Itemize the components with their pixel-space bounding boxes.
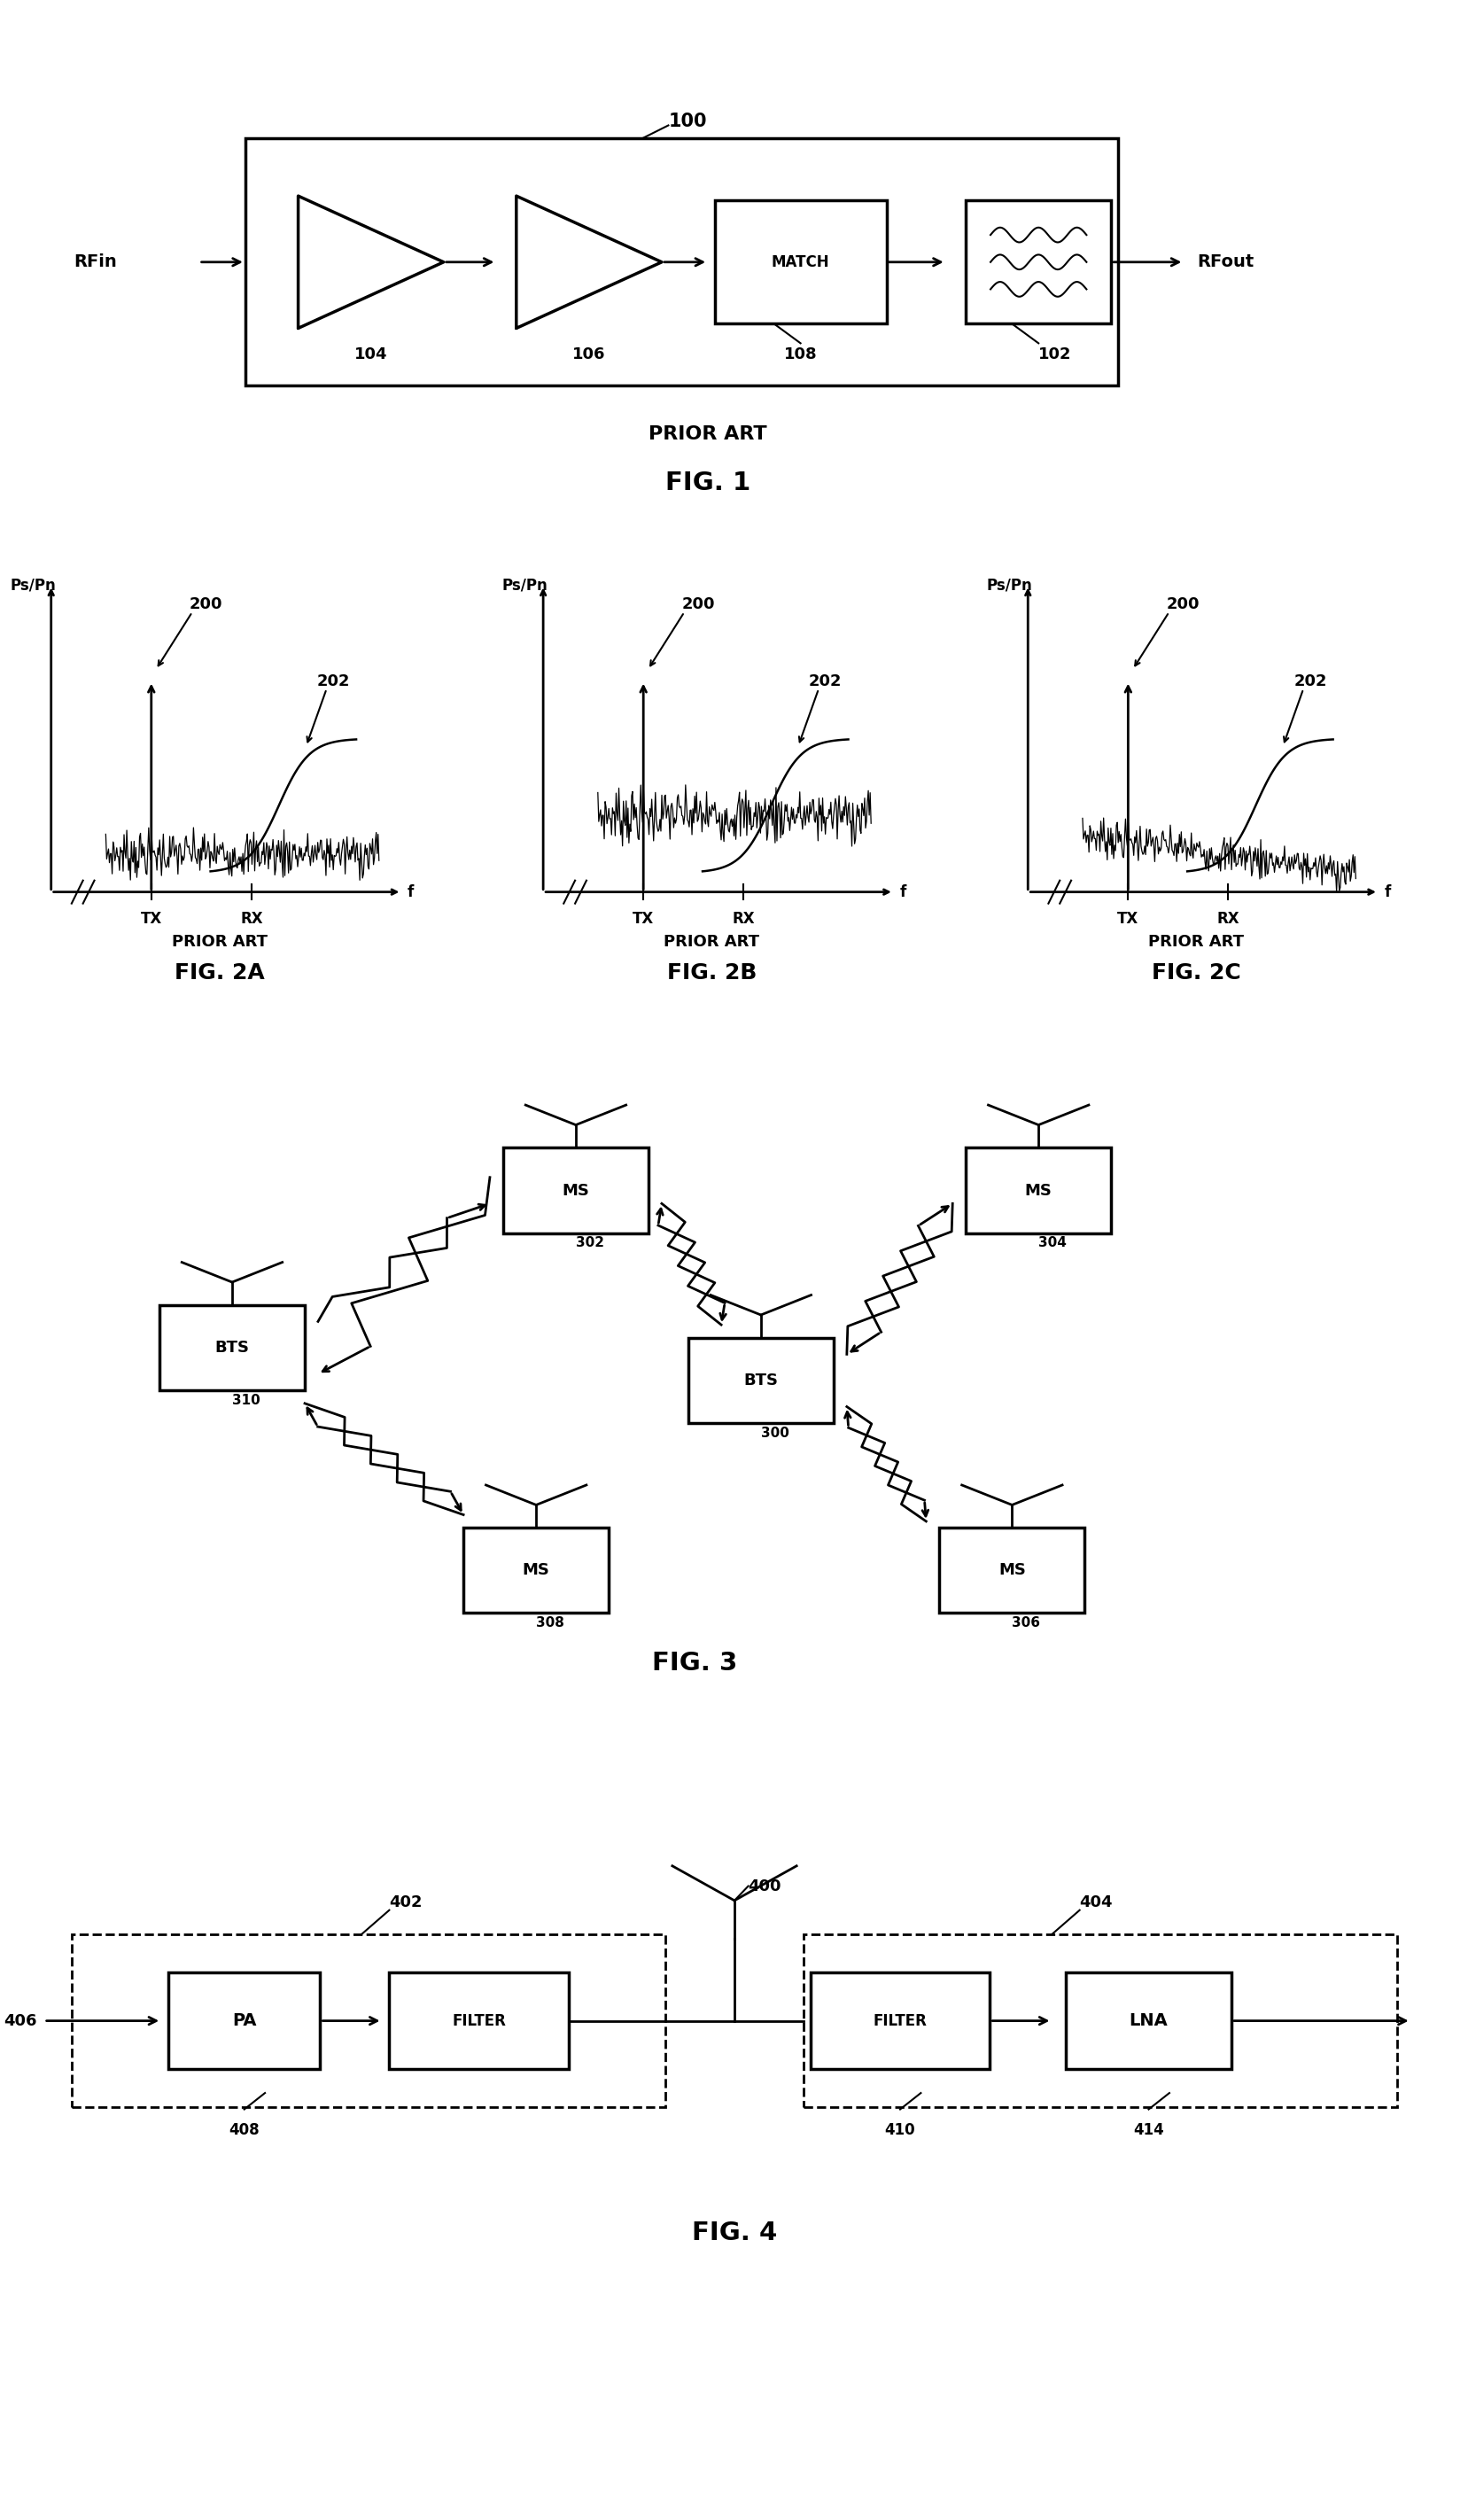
Text: 300: 300 <box>760 1426 788 1439</box>
Text: TX: TX <box>633 910 653 927</box>
Text: FIG. 3: FIG. 3 <box>652 1651 737 1676</box>
Text: f: f <box>900 885 906 900</box>
Text: 202: 202 <box>317 673 349 688</box>
Text: 100: 100 <box>668 111 706 131</box>
Text: LNA: LNA <box>1129 2013 1167 2029</box>
Text: 306: 306 <box>1011 1615 1039 1630</box>
Text: 410: 410 <box>884 2122 915 2137</box>
Text: 404: 404 <box>1079 1895 1113 1910</box>
Text: PRIOR ART: PRIOR ART <box>664 935 759 950</box>
Text: f: f <box>1384 885 1390 900</box>
Text: 102: 102 <box>1038 348 1072 363</box>
Bar <box>687 1338 834 1424</box>
Text: FIG. 2A: FIG. 2A <box>175 963 264 983</box>
Text: 202: 202 <box>1293 673 1326 688</box>
Text: TX: TX <box>1117 910 1138 927</box>
Text: PRIOR ART: PRIOR ART <box>172 935 267 950</box>
Text: 308: 308 <box>536 1615 564 1630</box>
Text: 402: 402 <box>389 1895 423 1910</box>
Bar <box>966 1147 1110 1232</box>
Text: PA: PA <box>232 2013 257 2029</box>
Text: 406: 406 <box>4 2013 37 2029</box>
Bar <box>72 1935 665 2107</box>
Bar <box>715 202 887 325</box>
Text: 310: 310 <box>232 1394 260 1406</box>
Text: 200: 200 <box>189 597 223 612</box>
Text: BTS: BTS <box>743 1373 778 1389</box>
Bar <box>938 1527 1083 1613</box>
Text: 104: 104 <box>354 348 388 363</box>
Text: 200: 200 <box>1166 597 1199 612</box>
Text: RX: RX <box>239 910 263 927</box>
Text: 408: 408 <box>229 2122 260 2137</box>
Text: MS: MS <box>998 1562 1025 1578</box>
Text: FILTER: FILTER <box>872 2013 926 2029</box>
Text: FIG. 2B: FIG. 2B <box>666 963 756 983</box>
Text: RX: RX <box>731 910 755 927</box>
Text: MS: MS <box>523 1562 549 1578</box>
Text: 202: 202 <box>809 673 841 688</box>
Text: RX: RX <box>1216 910 1239 927</box>
Text: FIG. 1: FIG. 1 <box>665 471 750 494</box>
Text: 108: 108 <box>784 348 816 363</box>
Text: BTS: BTS <box>214 1341 250 1356</box>
Text: FIG. 4: FIG. 4 <box>691 2220 777 2245</box>
Text: 400: 400 <box>747 1877 781 1895</box>
Bar <box>245 139 1117 386</box>
Bar <box>1066 1973 1230 2069</box>
Text: 414: 414 <box>1133 2122 1163 2137</box>
Text: Ps/Pn: Ps/Pn <box>986 577 1032 592</box>
Text: RFout: RFout <box>1196 255 1254 270</box>
Text: 304: 304 <box>1038 1237 1066 1250</box>
Text: TX: TX <box>141 910 161 927</box>
Bar <box>159 1305 305 1391</box>
Text: 302: 302 <box>575 1237 603 1250</box>
Text: MS: MS <box>562 1182 589 1200</box>
Text: MATCH: MATCH <box>771 255 829 270</box>
Text: PRIOR ART: PRIOR ART <box>1148 935 1243 950</box>
Bar <box>464 1527 608 1613</box>
Text: PRIOR ART: PRIOR ART <box>649 426 766 444</box>
Text: Ps/Pn: Ps/Pn <box>10 577 56 592</box>
Text: f: f <box>408 885 414 900</box>
Text: 200: 200 <box>681 597 715 612</box>
Bar <box>966 202 1111 325</box>
Text: 106: 106 <box>573 348 605 363</box>
Bar <box>803 1935 1396 2107</box>
Text: MS: MS <box>1025 1182 1051 1200</box>
Text: Ps/Pn: Ps/Pn <box>502 577 548 592</box>
Bar <box>810 1973 989 2069</box>
Bar <box>502 1147 649 1232</box>
Text: FILTER: FILTER <box>452 2013 505 2029</box>
Text: RFin: RFin <box>73 255 116 270</box>
Bar <box>389 1973 568 2069</box>
Bar <box>169 1973 320 2069</box>
Text: FIG. 2C: FIG. 2C <box>1151 963 1240 983</box>
